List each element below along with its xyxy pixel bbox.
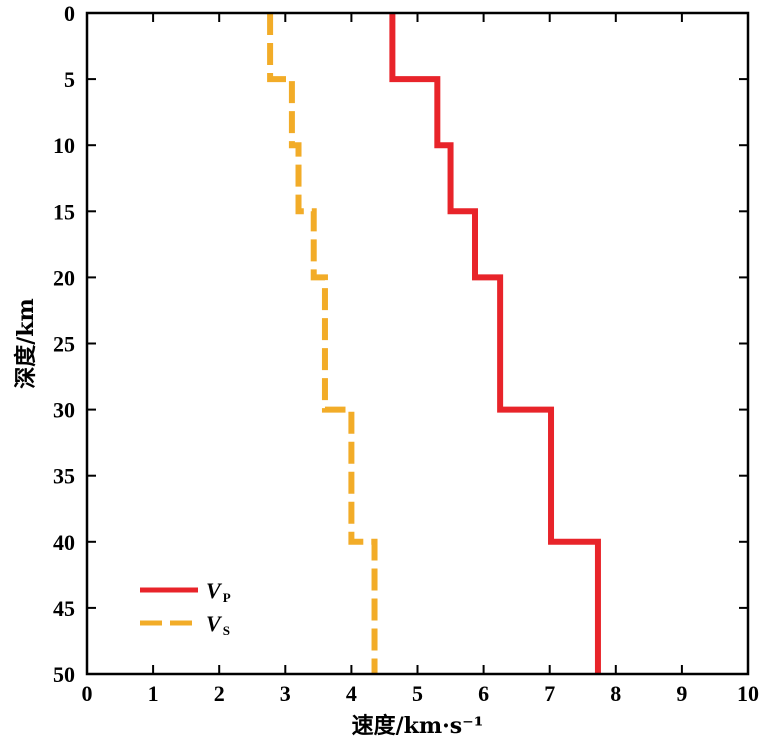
x-tick-label: 4 [346,681,357,706]
y-tick-label: 50 [53,662,75,687]
series-line-p [389,13,601,674]
x-tick-label: 0 [82,681,93,706]
x-tick-label: 3 [280,681,291,706]
y-tick-label: 0 [64,1,75,26]
x-tick-label: 5 [412,681,423,706]
y-tick-label: 35 [53,464,75,489]
y-tick-label: 45 [53,596,75,621]
y-tick-label: 30 [53,398,75,423]
x-tick-label: 8 [610,681,621,706]
y-tick-label: 25 [53,332,75,357]
x-tick-label: 7 [544,681,555,706]
x-tick-label: 9 [676,681,687,706]
y-tick-label: 5 [64,67,75,92]
x-axis-title: 速度/km·s⁻¹ [352,713,484,739]
x-tick-label: 6 [478,681,489,706]
y-tick-label: 40 [53,530,75,555]
series-layer [267,13,601,674]
plot-frame [85,11,750,676]
y-tick-label: 10 [53,133,75,158]
y-tick-label: 20 [53,265,75,290]
series-line-s [267,13,378,674]
x-axis: 0 1 2 3 4 5 6 7 8 9 10 [82,13,759,706]
y-tick-label: 15 [53,199,75,224]
y-axis-title: 深度/km [13,298,39,389]
x-tick-label: 2 [214,681,225,706]
x-tick-label: 10 [737,681,759,706]
x-tick-label: 1 [148,681,159,706]
legend: V P V S [140,578,231,638]
y-axis: 0 5 10 15 20 25 30 35 40 45 50 [53,1,748,687]
